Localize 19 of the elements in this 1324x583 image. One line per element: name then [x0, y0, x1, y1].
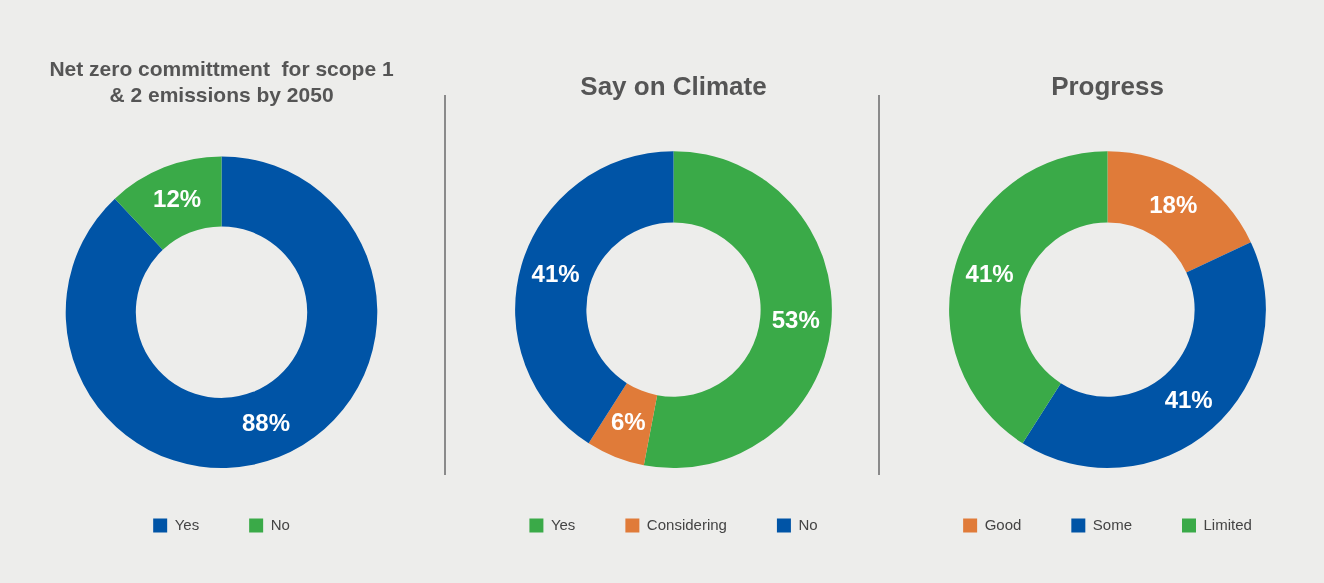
- legend-label: No: [270, 515, 290, 533]
- legend-label: Limited: [1203, 515, 1252, 533]
- data-label: 6%: [610, 408, 646, 436]
- legend-label: Good: [984, 515, 1022, 533]
- legend-label: Yes: [550, 515, 576, 533]
- data-label: 41%: [531, 259, 580, 287]
- chart-title: Net zero committment for scope 1 & 2 emissions by 2050: [49, 57, 394, 106]
- data-label: 53%: [771, 305, 820, 333]
- chart-title: Say on Climate: [580, 70, 767, 101]
- legend-label: Some: [1092, 515, 1133, 533]
- legend-label: Yes: [174, 515, 200, 533]
- data-label: 41%: [965, 259, 1014, 287]
- data-label: 41%: [1164, 386, 1213, 414]
- legend-label: Considering: [646, 515, 727, 533]
- chart-title: Progress: [1051, 70, 1164, 101]
- data-label: 18%: [1149, 190, 1198, 218]
- data-label: 88%: [241, 409, 290, 437]
- legend-label: No: [798, 515, 818, 533]
- data-label: 12%: [153, 184, 202, 212]
